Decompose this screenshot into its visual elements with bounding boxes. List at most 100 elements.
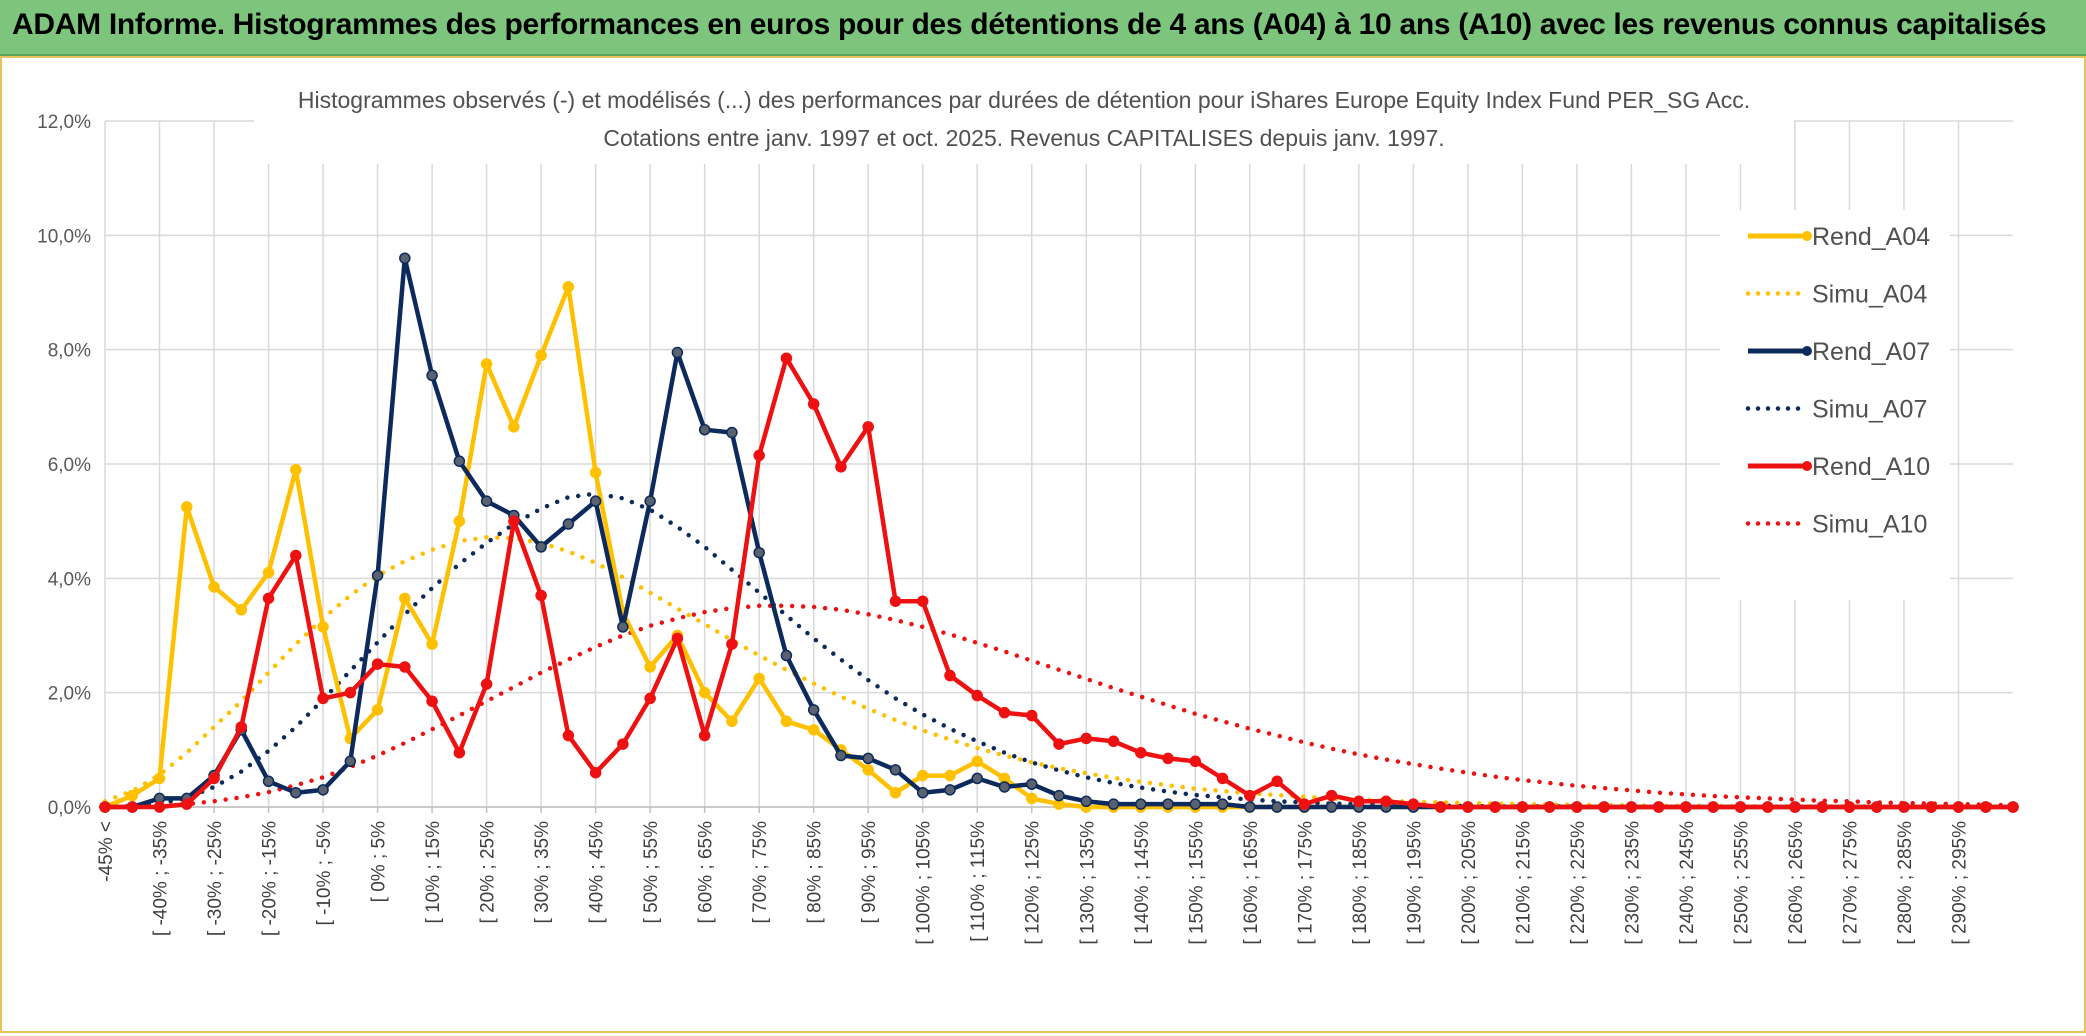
- x-tick-label: [ 70% ; 75%: [750, 821, 771, 924]
- x-tick-label: [ 230% ; 235%: [1622, 821, 1643, 945]
- data-point: [562, 518, 575, 530]
- data-point: [208, 772, 220, 785]
- x-tick-label: [ 220% ; 225%: [1568, 821, 1589, 945]
- legend-marker: [1802, 346, 1812, 356]
- x-tick-label: [ 210% ; 215%: [1513, 821, 1534, 945]
- data-point: [1489, 801, 1501, 813]
- x-tick-label: [ 280% ; 285%: [1895, 821, 1916, 945]
- data-point: [1107, 735, 1120, 748]
- data-point: [807, 724, 820, 736]
- x-tick-label: [ 0% ; 5%: [369, 821, 390, 902]
- series-layer: [99, 252, 2019, 813]
- legend-label: Simu_A07: [1812, 396, 1927, 424]
- data-point: [126, 801, 139, 813]
- x-tick-label: [ 180% ; 185%: [1350, 821, 1371, 945]
- data-point: [535, 349, 547, 362]
- data-point: [889, 764, 902, 776]
- data-point: [1979, 801, 1992, 813]
- data-point: [780, 352, 793, 364]
- x-tick-label: [ 160% ; 165%: [1241, 821, 1262, 945]
- data-point: [2007, 801, 2019, 813]
- data-point: [181, 798, 193, 810]
- data-point: [453, 746, 466, 759]
- data-point: [453, 455, 466, 467]
- data-point: [726, 638, 738, 650]
- legend-item-simu_a10: Simu_A10: [1745, 511, 1927, 539]
- data-point: [1135, 798, 1147, 810]
- data-point: [508, 515, 520, 527]
- data-point: [589, 466, 602, 479]
- data-point: [399, 592, 411, 605]
- data-point: [153, 772, 166, 785]
- data-point: [1244, 801, 1256, 813]
- series-rend_a10: [99, 352, 2019, 813]
- data-point: [1216, 772, 1229, 785]
- page-title: ADAM Informe. Histogrammes des performan…: [12, 8, 2047, 41]
- data-point: [1462, 801, 1474, 813]
- data-point: [508, 421, 520, 433]
- data-point: [1925, 801, 1937, 813]
- header-bar: ADAM Informe. Histogrammes des performan…: [0, 0, 2086, 56]
- legend-item-simu_a04: Simu_A04: [1745, 281, 1927, 309]
- data-point: [1598, 801, 1610, 813]
- legend-label: Simu_A04: [1812, 281, 1927, 309]
- data-point: [1135, 746, 1147, 759]
- data-point: [617, 621, 629, 633]
- data-point: [1380, 795, 1392, 808]
- legend-label: Rend_A10: [1812, 453, 1930, 481]
- data-point: [317, 621, 329, 633]
- data-point: [753, 672, 765, 685]
- x-tick-label: [ 140% ; 145%: [1132, 821, 1153, 945]
- x-tick-label: [ 20% ; 25%: [478, 821, 499, 924]
- data-point: [399, 661, 411, 673]
- data-point: [1870, 801, 1883, 813]
- x-tick-label: [ 260% ; 265%: [1786, 821, 1807, 945]
- data-point: [998, 781, 1011, 793]
- data-point: [753, 449, 765, 462]
- data-point: [290, 786, 302, 799]
- data-point: [399, 252, 411, 264]
- data-point: [1107, 798, 1120, 810]
- x-tick-label: [ 270% ; 275%: [1840, 821, 1861, 945]
- data-point: [971, 689, 983, 702]
- y-tick-label: 2,0%: [48, 684, 91, 705]
- data-point: [426, 695, 438, 707]
- legend-label: Rend_A07: [1812, 338, 1930, 366]
- data-point: [1707, 801, 1719, 813]
- data-point: [726, 426, 738, 439]
- data-point: [208, 581, 220, 593]
- data-point: [1162, 798, 1174, 810]
- chart-grid: [104, 120, 2013, 808]
- x-tick-label: [ 110% ; 115%: [968, 821, 989, 942]
- data-point: [1325, 789, 1338, 802]
- x-tick-label: [ 250% ; 255%: [1731, 821, 1752, 945]
- y-axis: 0,0% 2,0% 4,0% 6,0% 8,0% 10,0% 12,0%: [37, 112, 91, 819]
- data-point: [235, 721, 248, 733]
- data-point: [671, 632, 684, 645]
- data-point: [1271, 775, 1283, 788]
- legend-item-rend_a04: Rend_A04: [1748, 223, 1930, 251]
- data-point: [644, 495, 656, 507]
- data-point: [317, 784, 329, 796]
- x-tick-label: [ -20% ; -15%: [260, 821, 281, 936]
- data-point: [1080, 732, 1093, 745]
- data-point: [1080, 795, 1093, 808]
- data-point: [480, 495, 493, 507]
- data-point: [1434, 801, 1447, 813]
- data-point: [644, 661, 656, 673]
- data-point: [1543, 801, 1556, 813]
- x-axis: -45% < [ -40% ; -35% [ -30% ; -25% [ -20% ;…: [96, 806, 2013, 945]
- data-point: [1680, 801, 1692, 813]
- x-tick-label: [ 60% ; 65%: [696, 821, 717, 924]
- data-point: [1353, 795, 1365, 808]
- data-point: [235, 604, 248, 616]
- legend-item-rend_a10: Rend_A10: [1748, 453, 1930, 481]
- x-tick-label: [ 50% ; 55%: [641, 821, 662, 924]
- data-point: [1789, 801, 1801, 813]
- data-point: [317, 692, 329, 705]
- x-tick-label: [ 100% ; 105%: [914, 821, 935, 945]
- data-point: [426, 369, 438, 382]
- data-point: [998, 706, 1011, 719]
- chart: 0,0% 2,0% 4,0% 6,0% 8,0% 10,0% 12,0% -45% < [ -…: [37, 76, 2019, 945]
- data-point: [644, 692, 656, 705]
